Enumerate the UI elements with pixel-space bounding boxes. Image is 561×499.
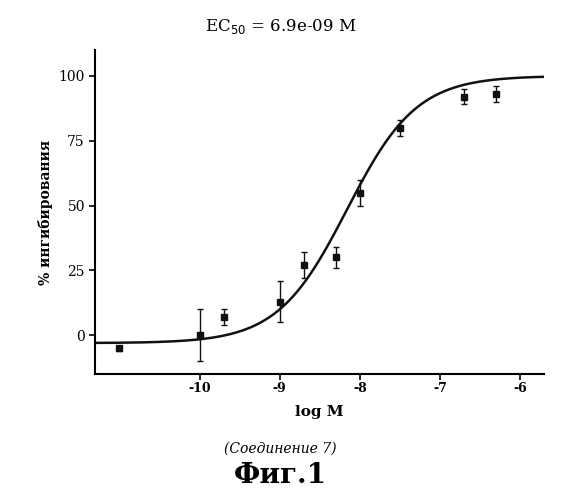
Text: -6: -6 [513, 382, 527, 395]
Text: Фиг.1: Фиг.1 [234, 462, 327, 489]
X-axis label: log M: log M [296, 405, 344, 419]
Text: EC$_{50}$ = 6.9e-09 M: EC$_{50}$ = 6.9e-09 M [205, 17, 356, 36]
Text: -8: -8 [353, 382, 367, 395]
Text: -7: -7 [433, 382, 447, 395]
Y-axis label: % ингибирования: % ингибирования [38, 140, 53, 284]
Text: (Соединение 7): (Соединение 7) [224, 442, 337, 456]
Text: -10: -10 [188, 382, 211, 395]
Text: -9: -9 [273, 382, 287, 395]
